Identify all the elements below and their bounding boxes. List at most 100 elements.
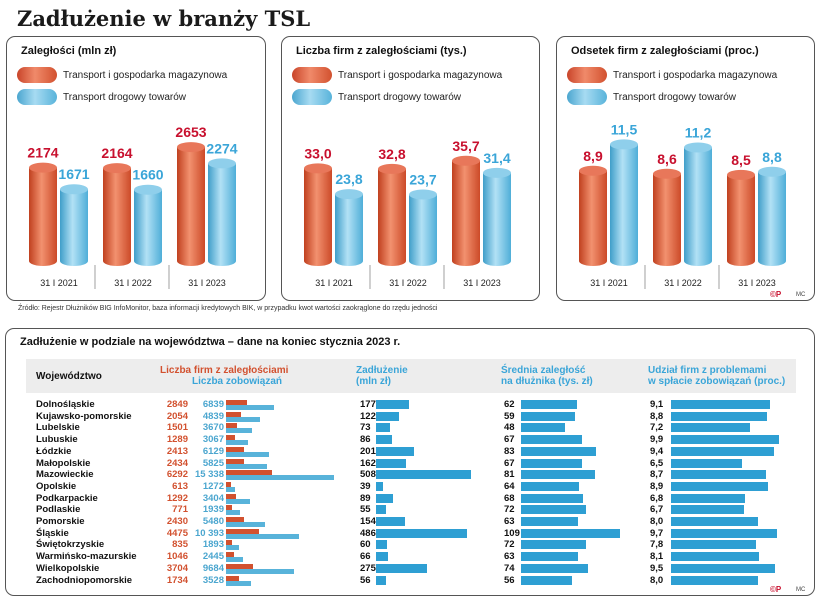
table-row: Podkarpackie 1292 3404 89 68 6,8 bbox=[26, 493, 796, 505]
cell-firms: 1289 bbox=[166, 434, 188, 446]
cell-share: 9,7 bbox=[650, 527, 664, 539]
x-tick-label: 31 I 2022 bbox=[114, 278, 152, 288]
bar-obligations bbox=[226, 475, 334, 481]
bar-share bbox=[671, 470, 766, 480]
bar-debt bbox=[376, 563, 428, 573]
cell-debt: 122 bbox=[360, 410, 376, 422]
cell-avg: 68 bbox=[504, 492, 515, 504]
cell-obligations: 5825 bbox=[202, 457, 224, 469]
cell-region: Pomorskie bbox=[36, 516, 85, 527]
cell-debt: 60 bbox=[360, 539, 371, 551]
bar-share bbox=[671, 505, 745, 515]
cell-debt: 275 bbox=[360, 562, 376, 574]
cell-avg: 63 bbox=[504, 516, 515, 527]
bar-value-label: 31,4 bbox=[483, 150, 510, 166]
cell-firms: 2054 bbox=[166, 410, 188, 422]
table-row: Łódzkie 2413 6129 201 83 9,4 bbox=[26, 446, 796, 458]
bar-red bbox=[452, 155, 480, 266]
bar-value-label: 1660 bbox=[132, 167, 163, 183]
header-avg: Średnia zaległość na dłużnika (tys. zł) bbox=[501, 365, 593, 387]
bar-obligations bbox=[226, 533, 300, 539]
bar-blue bbox=[684, 142, 712, 266]
main-title: Zadłużenie w branży TSL bbox=[17, 6, 311, 31]
cell-share: 8,7 bbox=[650, 469, 664, 481]
cell-obligations: 9684 bbox=[202, 562, 224, 574]
header-region: Województwo bbox=[36, 371, 102, 382]
bar-avg bbox=[521, 563, 589, 573]
bar-avg bbox=[521, 493, 583, 503]
bar-obligations bbox=[226, 451, 270, 457]
cell-firms: 6292 bbox=[166, 469, 188, 481]
cell-share: 9,5 bbox=[650, 562, 664, 574]
bar-value-label: 2174 bbox=[27, 145, 58, 161]
bar-avg bbox=[521, 423, 565, 433]
bar-obligations bbox=[226, 440, 248, 446]
table-row: Zachodniopomorskie 1734 3528 56 56 8,0 bbox=[26, 575, 796, 587]
bar-avg bbox=[521, 481, 580, 491]
bar-avg bbox=[521, 505, 587, 515]
bar-firms bbox=[226, 493, 236, 499]
bar-debt bbox=[376, 575, 387, 585]
header-share: Udział firm z problemami w spłacie zobow… bbox=[648, 365, 786, 387]
cell-obligations: 6839 bbox=[202, 399, 224, 410]
bar-debt bbox=[376, 435, 393, 445]
table-row: Małopolskie 2434 5825 162 67 6,5 bbox=[26, 458, 796, 470]
chart-title: Odsetek firm z zaległościami (proc.) bbox=[571, 45, 759, 57]
legend-label: Transport i gospodarka magazynowa bbox=[338, 69, 503, 81]
bar-value-label: 1671 bbox=[58, 166, 89, 182]
bar-firms bbox=[226, 528, 259, 534]
bar-firms bbox=[226, 563, 254, 569]
cell-region: Opolskie bbox=[36, 480, 77, 492]
table-row: Pomorskie 2430 5480 154 63 8,0 bbox=[26, 516, 796, 528]
cell-firms: 2430 bbox=[166, 516, 188, 527]
table-row: Świętokrzyskie 835 1893 60 72 7,8 bbox=[26, 539, 796, 551]
cell-debt: 86 bbox=[360, 434, 371, 446]
cell-avg: 67 bbox=[504, 434, 515, 446]
header-debt: Zadłużenie (mln zł) bbox=[356, 365, 408, 387]
cell-obligations: 3528 bbox=[202, 574, 224, 586]
bar-value-label: 2653 bbox=[175, 124, 206, 140]
cell-firms: 1292 bbox=[166, 492, 188, 504]
cell-region: Lubelskie bbox=[36, 422, 80, 434]
bar-red bbox=[29, 162, 57, 266]
x-tick-label: 31 I 2022 bbox=[389, 278, 427, 288]
bar-firms bbox=[226, 470, 273, 476]
author-initials: MC bbox=[796, 292, 806, 298]
table-row: Śląskie 4475 10 393 486 109 9,7 bbox=[26, 528, 796, 540]
publisher-logo: ©P bbox=[770, 290, 782, 299]
cell-debt: 56 bbox=[360, 574, 371, 586]
cell-region: Warmińsko-mazurskie bbox=[36, 551, 137, 563]
cell-obligations: 1893 bbox=[202, 539, 224, 551]
cell-share: 9,9 bbox=[650, 434, 664, 446]
cell-firms: 1501 bbox=[166, 422, 188, 434]
cell-firms: 613 bbox=[172, 480, 188, 492]
cell-share: 8,9 bbox=[650, 480, 664, 492]
bar-red bbox=[378, 163, 406, 266]
bar-blue bbox=[134, 184, 162, 266]
header-firms: Liczba firm z zaległościami bbox=[160, 365, 289, 376]
bar-obligations bbox=[226, 498, 250, 504]
legend-item-series2: Transport drogowy towarów bbox=[17, 89, 186, 105]
cell-avg: 83 bbox=[504, 445, 515, 457]
bar-avg bbox=[521, 458, 582, 468]
x-tick-label: 31 I 2023 bbox=[188, 278, 226, 288]
cell-region: Łódzkie bbox=[36, 445, 72, 457]
cell-obligations: 4839 bbox=[202, 410, 224, 422]
cell-debt: 201 bbox=[360, 445, 376, 457]
bar-share bbox=[671, 411, 767, 421]
bar-value-label: 8,8 bbox=[762, 149, 782, 165]
bar-avg bbox=[521, 411, 575, 421]
cell-obligations: 15 338 bbox=[194, 469, 224, 481]
cell-region: Kujawsko-pomorskie bbox=[36, 410, 132, 422]
bar-value-label: 11,5 bbox=[611, 121, 638, 137]
bar-obligations bbox=[226, 463, 268, 469]
bar-avg bbox=[521, 400, 578, 409]
bar-firms bbox=[226, 446, 244, 452]
bar-debt bbox=[376, 481, 384, 491]
bar-blue bbox=[758, 166, 786, 266]
legend-swatch-red bbox=[292, 67, 332, 83]
cell-debt: 177 bbox=[360, 399, 376, 410]
bar-debt bbox=[376, 400, 410, 409]
cell-obligations: 2445 bbox=[202, 551, 224, 563]
x-tick-label: 31 I 2021 bbox=[590, 278, 628, 288]
